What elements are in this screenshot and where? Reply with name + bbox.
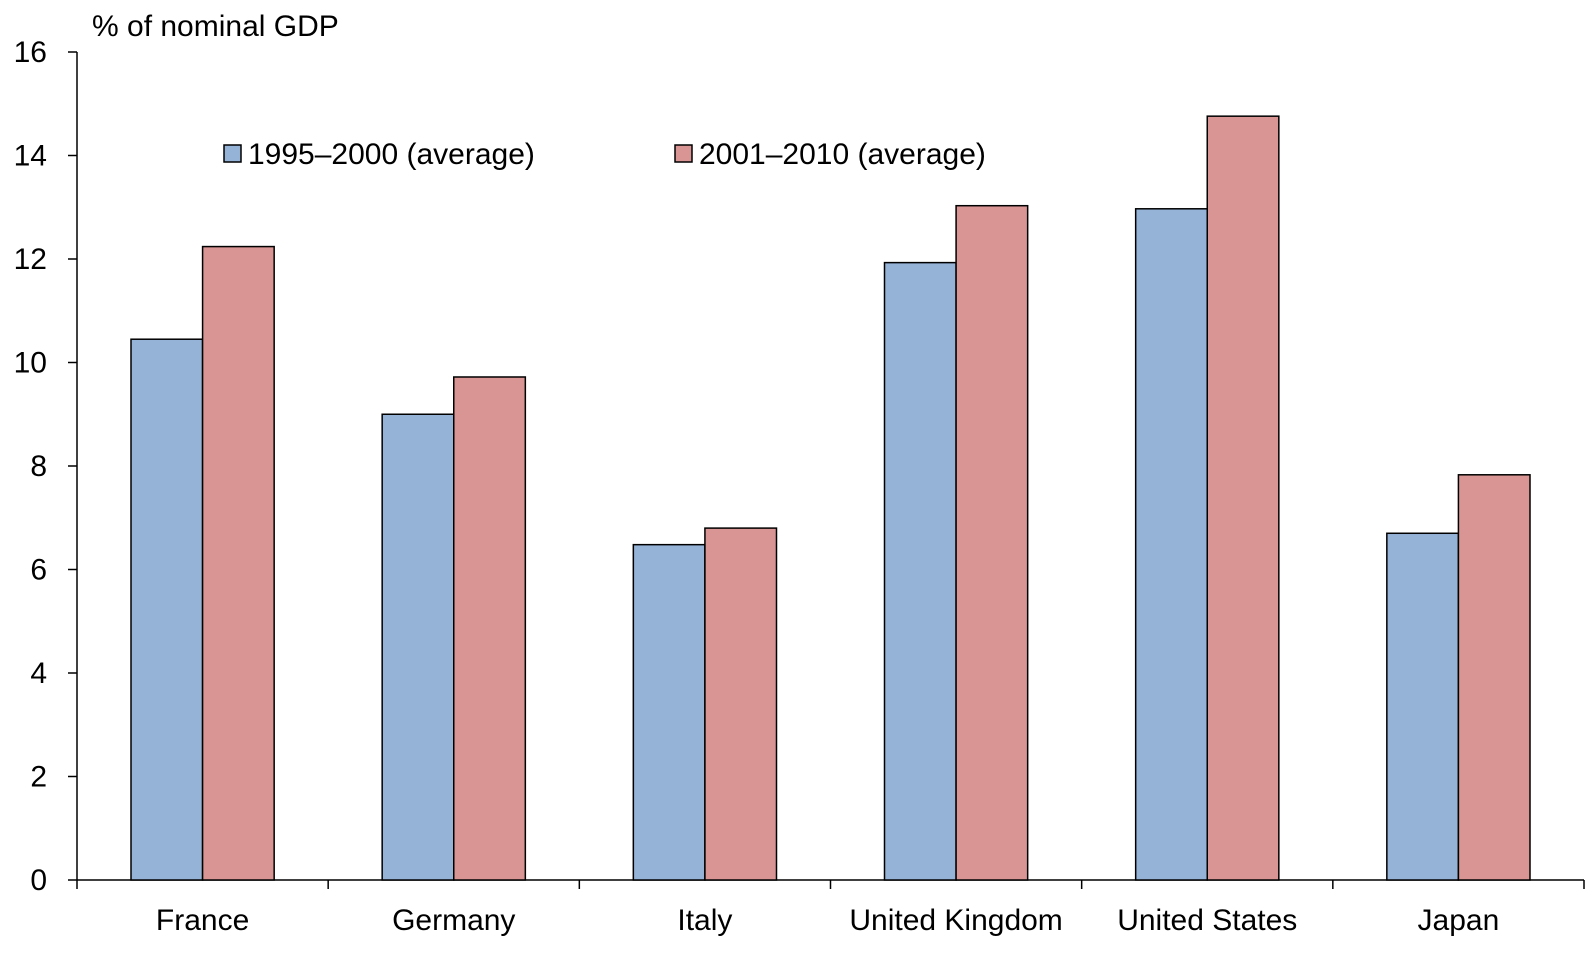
legend-label: 2001–2010 (average) (699, 138, 986, 171)
x-tick-label: France (156, 904, 249, 937)
bar-series-1 (381, 413, 455, 881)
bar-series-2 (453, 376, 527, 881)
bar-series-1 (883, 261, 957, 881)
x-tick-label: Japan (1418, 904, 1500, 937)
bar-series-1 (1134, 208, 1208, 881)
y-tick-label: 0 (30, 864, 47, 897)
legend-swatch (674, 144, 693, 163)
y-tick-label: 4 (30, 657, 47, 690)
y-tick-label: 8 (30, 450, 47, 483)
legend-label: 1995–2000 (average) (248, 138, 535, 171)
bars (130, 115, 1531, 881)
bar-series-2 (1206, 115, 1280, 881)
y-tick-label: 16 (14, 36, 47, 69)
y-tick-label: 12 (14, 243, 47, 276)
y-tick-label: 10 (14, 347, 47, 380)
y-axis: 0 2 4 6 8 10 12 14 16 (14, 36, 78, 897)
x-tick-label: United States (1117, 904, 1297, 937)
x-axis: France Germany Italy United Kingdom United S… (76, 879, 1585, 937)
bar-series-1 (1386, 532, 1460, 881)
bar-series-1 (632, 543, 706, 881)
x-tick-label: Germany (392, 904, 515, 937)
bar-series-2 (201, 245, 275, 881)
bar-series-2 (704, 527, 778, 881)
bar-series-2 (1457, 474, 1531, 881)
legend: 1995–2000 (average) 2001–2010 (average) (223, 138, 986, 171)
y-tick-label: 2 (30, 761, 47, 794)
x-tick-label: Italy (677, 904, 732, 937)
bar-series-2 (955, 204, 1029, 881)
y-axis-unit-label: % of nominal GDP (92, 10, 339, 43)
legend-swatch (223, 144, 242, 163)
y-tick-label: 6 (30, 554, 47, 587)
bar-series-1 (130, 338, 204, 881)
y-tick-label: 14 (14, 140, 47, 173)
x-tick-label: United Kingdom (849, 904, 1062, 937)
